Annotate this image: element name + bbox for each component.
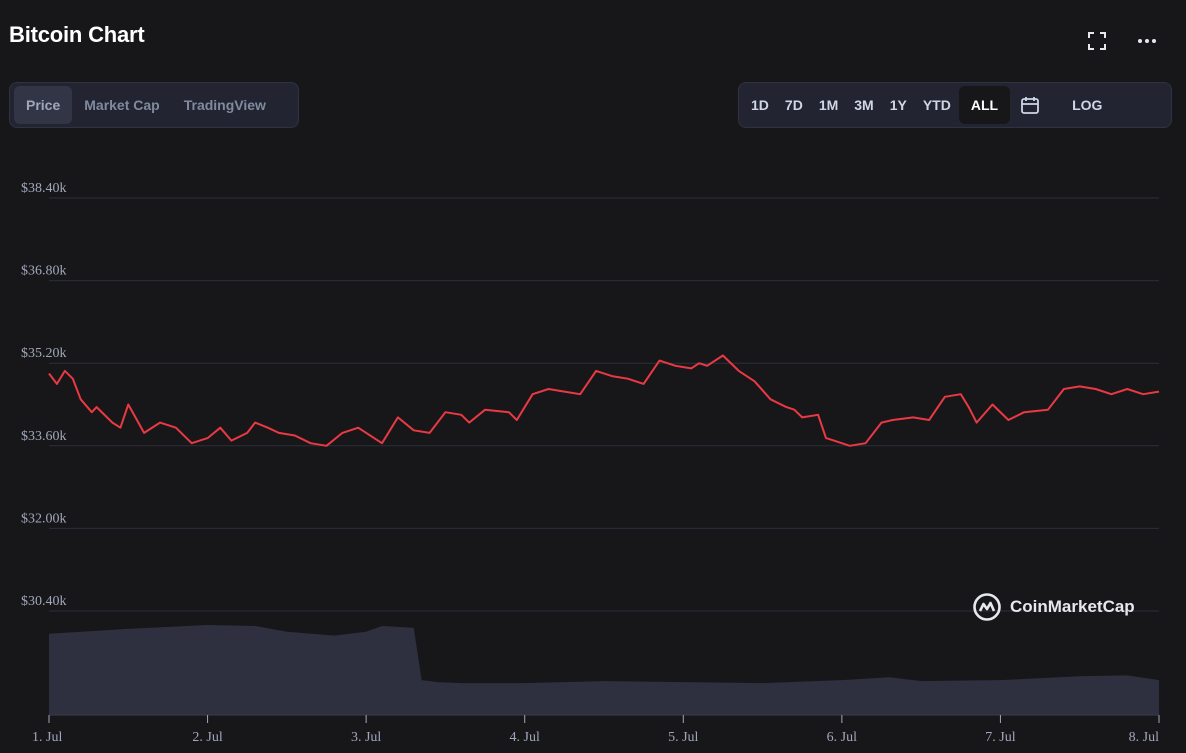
range-7d[interactable]: 7D bbox=[784, 97, 803, 113]
x-tick-label: 6. Jul bbox=[827, 730, 857, 745]
range-all[interactable]: ALL bbox=[958, 86, 1011, 124]
watermark-text: CoinMarketCap bbox=[1010, 597, 1135, 616]
range-1m[interactable]: 1M bbox=[818, 97, 839, 113]
price-series-line bbox=[48, 354, 1160, 447]
x-tick-label: 1. Jul bbox=[32, 730, 62, 745]
y-tick-label: $36.80k bbox=[21, 264, 67, 279]
fullscreen-icon[interactable] bbox=[1086, 30, 1108, 52]
view-tab-group: Price Market Cap TradingView bbox=[9, 82, 299, 128]
calendar-icon[interactable] bbox=[1010, 86, 1050, 124]
x-tick-label: 3. Jul bbox=[351, 730, 381, 745]
range-1y[interactable]: 1Y bbox=[889, 97, 907, 113]
y-axis-labels: $30.40k $32.00k $33.60k $35.20k $36.80k $38.4… bbox=[21, 181, 67, 609]
page-title: Bitcoin Chart bbox=[9, 22, 145, 47]
x-tick-label: 8. Jul bbox=[1129, 730, 1159, 745]
more-horizontal-icon[interactable] bbox=[1136, 30, 1158, 52]
tab-tradingview[interactable]: TradingView bbox=[183, 97, 266, 113]
range-ytd[interactable]: YTD bbox=[922, 97, 951, 113]
x-tick-label: 7. Jul bbox=[985, 730, 1015, 745]
y-tick-label: $38.40k bbox=[21, 181, 67, 196]
range-tab-group: 1D 7D 1M 3M 1Y YTD ALL LOG bbox=[738, 82, 1172, 128]
volume-bars bbox=[49, 625, 1159, 715]
y-tick-label: $33.60k bbox=[21, 429, 67, 444]
volume-area bbox=[49, 625, 1159, 715]
range-1d[interactable]: 1D bbox=[751, 97, 769, 113]
x-axis: 1. Jul 2. Jul 3. Jul 4. Jul 5. Jul 6. Jul 7. J… bbox=[32, 714, 1160, 745]
x-tick-label: 2. Jul bbox=[192, 730, 222, 745]
x-tick-label: 5. Jul bbox=[668, 730, 698, 745]
price-line bbox=[48, 354, 1160, 447]
tab-price[interactable]: Price bbox=[14, 86, 73, 124]
coinmarketcap-watermark: CoinMarketCap bbox=[972, 592, 1135, 622]
y-tick-label: $35.20k bbox=[21, 346, 67, 361]
log-scale-toggle[interactable]: LOG bbox=[1072, 97, 1103, 113]
range-3m[interactable]: 3M bbox=[854, 97, 874, 113]
tab-market-cap[interactable]: Market Cap bbox=[84, 97, 160, 113]
coinmarketcap-logo-icon bbox=[973, 593, 1001, 621]
x-tick-label: 4. Jul bbox=[510, 730, 540, 745]
y-tick-label: $32.00k bbox=[21, 511, 67, 526]
y-tick-label: $30.40k bbox=[21, 594, 67, 609]
